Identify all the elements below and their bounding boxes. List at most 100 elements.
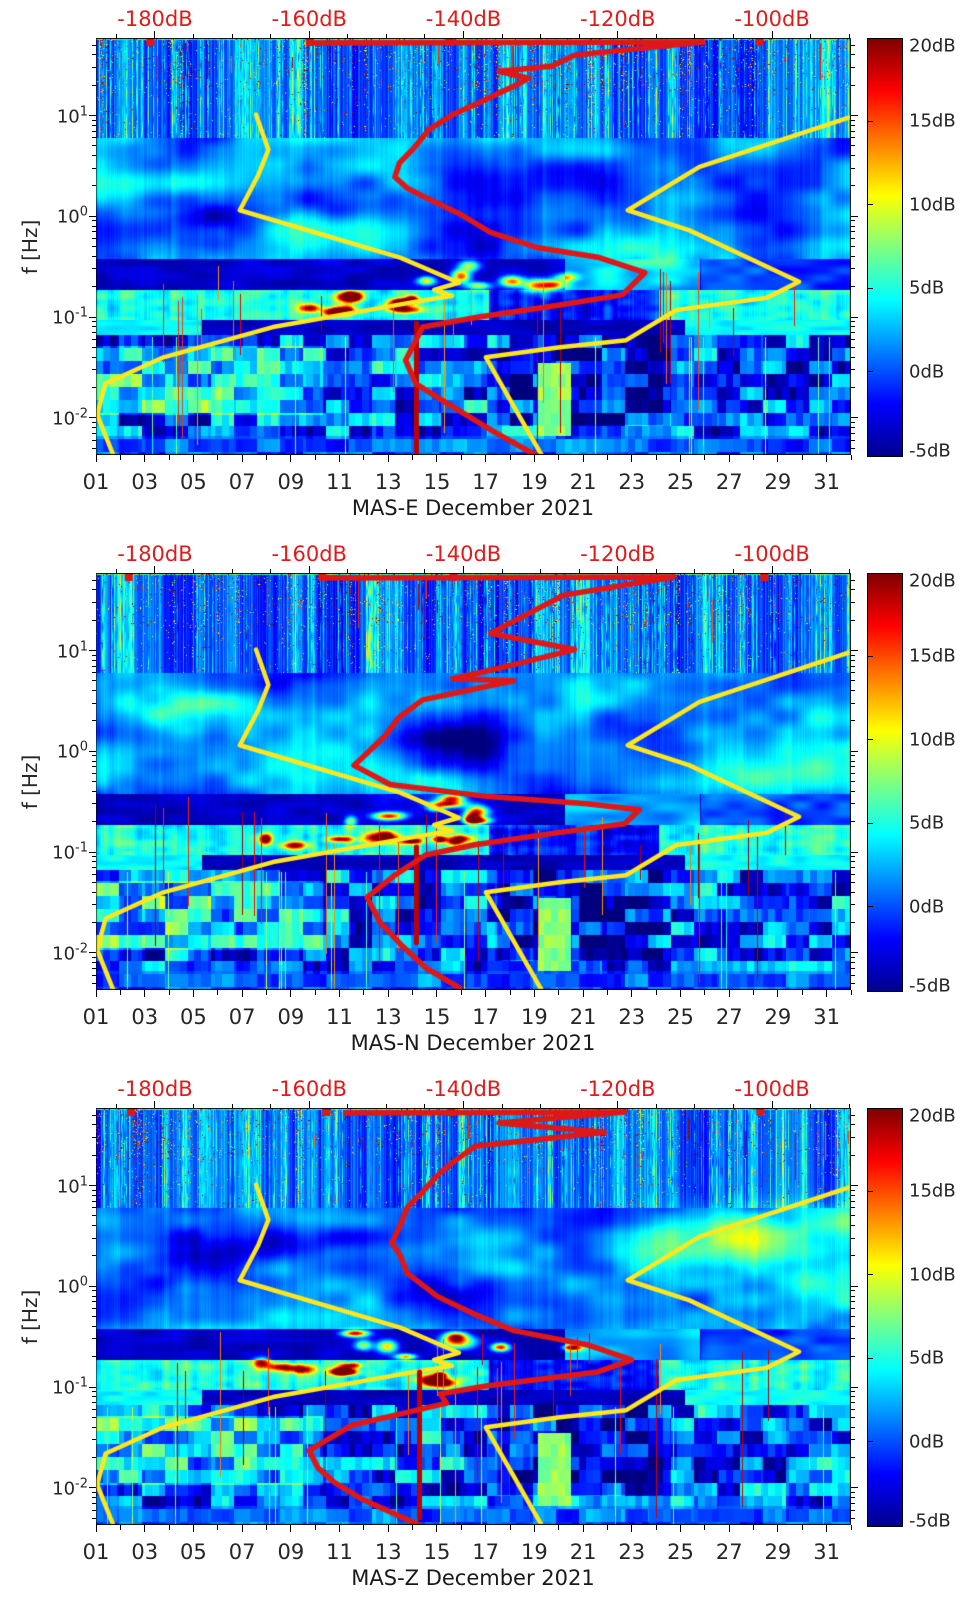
top-axis-tick — [347, 1104, 349, 1108]
top-axis-db-label: -180dB — [117, 1077, 193, 1101]
y-axis-minor-tick-right — [851, 579, 855, 581]
y-axis-major-tick-right — [851, 1285, 858, 1287]
y-axis-minor-tick — [92, 803, 96, 805]
x-tick-label-day: 17 — [472, 1540, 500, 1564]
y-axis-minor-tick-right — [851, 720, 855, 722]
x-axis-tick — [119, 1525, 121, 1530]
x-tick-label-day: 07 — [228, 470, 256, 494]
y-axis-minor-tick-right — [851, 982, 855, 984]
x-tick-label-day: 31 — [813, 1540, 841, 1564]
top-axis-tick — [810, 569, 812, 573]
y-axis-minor-tick — [92, 338, 96, 340]
x-axis-tick — [801, 1525, 803, 1530]
y-axis-minor-tick-right — [851, 84, 855, 86]
x-axis-tick — [826, 990, 828, 997]
top-axis-tick — [578, 34, 580, 38]
y-axis-minor-tick — [92, 654, 96, 656]
top-axis-tick — [694, 569, 696, 573]
y-axis-minor-tick — [92, 1491, 96, 1493]
x-axis-tick — [460, 990, 462, 995]
y-axis-minor-tick — [92, 67, 96, 68]
x-axis-tick — [582, 990, 584, 997]
y-axis-major-tick-right — [851, 115, 858, 117]
colorbar-tick — [868, 287, 873, 289]
spectrogram-canvas-mas-n — [96, 573, 851, 990]
top-axis-tick — [694, 34, 696, 38]
x-tick-label-day: 15 — [423, 1540, 451, 1564]
y-axis-minor-tick — [92, 760, 96, 762]
x-tick-label-day: 19 — [521, 1005, 548, 1029]
top-axis-tick — [848, 1104, 850, 1108]
x-axis-tick — [704, 1525, 706, 1530]
y-axis-minor-tick — [92, 659, 96, 661]
y-axis-minor-tick — [92, 873, 96, 875]
x-axis-tick — [387, 990, 389, 997]
top-axis-tick — [501, 569, 503, 573]
x-tick-label-day: 07 — [228, 1005, 256, 1029]
y-axis-minor-tick-right — [851, 386, 855, 388]
y-axis-minor-tick — [92, 447, 96, 449]
y-axis-minor-tick-right — [851, 803, 855, 805]
y-axis-major-tick — [89, 316, 96, 318]
top-axis-db-label: -100dB — [734, 542, 810, 566]
x-axis-tick — [168, 1525, 170, 1530]
y-axis-minor-tick-right — [851, 268, 855, 270]
y-axis-minor-tick-right — [851, 286, 855, 288]
y-axis-major-tick-right — [851, 650, 858, 652]
y-axis-minor-tick-right — [851, 1408, 855, 1410]
top-axis-tick — [231, 1104, 233, 1108]
y-axis-minor-tick-right — [851, 1356, 855, 1358]
y-axis-minor-tick-right — [851, 773, 855, 775]
colorbar-tick-label: 0dB — [909, 1431, 945, 1453]
x-tick-label-day: 09 — [277, 470, 305, 494]
x-axis-tick — [460, 455, 462, 460]
x-tick-label-day: 03 — [131, 1005, 159, 1029]
colorbar-tick — [868, 1274, 873, 1276]
colorbar-tick — [868, 1190, 873, 1192]
top-axis-tick — [848, 34, 850, 38]
x-tick-label-day: 07 — [228, 1540, 256, 1564]
top-axis-tick — [810, 34, 812, 38]
x-axis-tick — [290, 1525, 292, 1532]
x-axis-tick — [558, 455, 560, 460]
y-axis-minor-tick-right — [851, 967, 855, 969]
colorbar-tick-label: 10dB — [909, 729, 956, 751]
x-axis-tick — [412, 1525, 414, 1530]
top-axis-tick — [771, 566, 773, 573]
top-axis-db-label: -160dB — [271, 1077, 347, 1101]
panel-title-mas-z: MAS-Z December 2021 — [351, 1566, 595, 1590]
y-axis-minor-tick-right — [851, 1491, 855, 1493]
y-axis-minor-tick-right — [851, 619, 855, 621]
colorbar-tick-label: 15dB — [909, 110, 956, 132]
x-tick-label-day: 01 — [82, 470, 110, 494]
top-axis-tick — [771, 1101, 773, 1108]
x-axis-tick — [558, 990, 560, 995]
x-tick-label-day: 09 — [277, 1540, 305, 1564]
top-axis-tick — [578, 1104, 580, 1108]
colorbar-tick-label: 10dB — [909, 194, 956, 216]
y-axis-minor-tick — [92, 1194, 96, 1196]
y-axis-minor-tick-right — [851, 426, 855, 428]
y-tick-label: 101 — [56, 104, 88, 128]
y-axis-minor-tick — [92, 1290, 96, 1292]
x-axis-tick — [412, 990, 414, 995]
top-axis-db-label: -100dB — [734, 1077, 810, 1101]
x-axis-tick — [95, 455, 97, 462]
y-axis-major-tick — [89, 650, 96, 652]
x-axis-tick — [728, 455, 730, 462]
y-axis-minor-tick — [92, 1456, 96, 1458]
x-axis-tick — [704, 455, 706, 460]
y-axis-minor-tick — [92, 1200, 96, 1202]
y-axis-minor-tick — [92, 1426, 96, 1428]
y-axis-major-tick-right — [851, 316, 858, 318]
y-axis-minor-tick — [92, 1316, 96, 1318]
y-axis-major-tick — [89, 750, 96, 752]
y-axis-minor-tick — [92, 1439, 96, 1441]
x-axis-tick — [485, 455, 487, 462]
y-axis-minor-tick — [92, 773, 96, 775]
x-axis-tick — [265, 455, 267, 460]
x-tick-label-day: 27 — [715, 1005, 743, 1029]
top-axis-tick — [463, 31, 464, 38]
x-tick-label-day: 17 — [472, 1005, 500, 1029]
colorbar-tick-label: 10dB — [909, 1264, 956, 1286]
